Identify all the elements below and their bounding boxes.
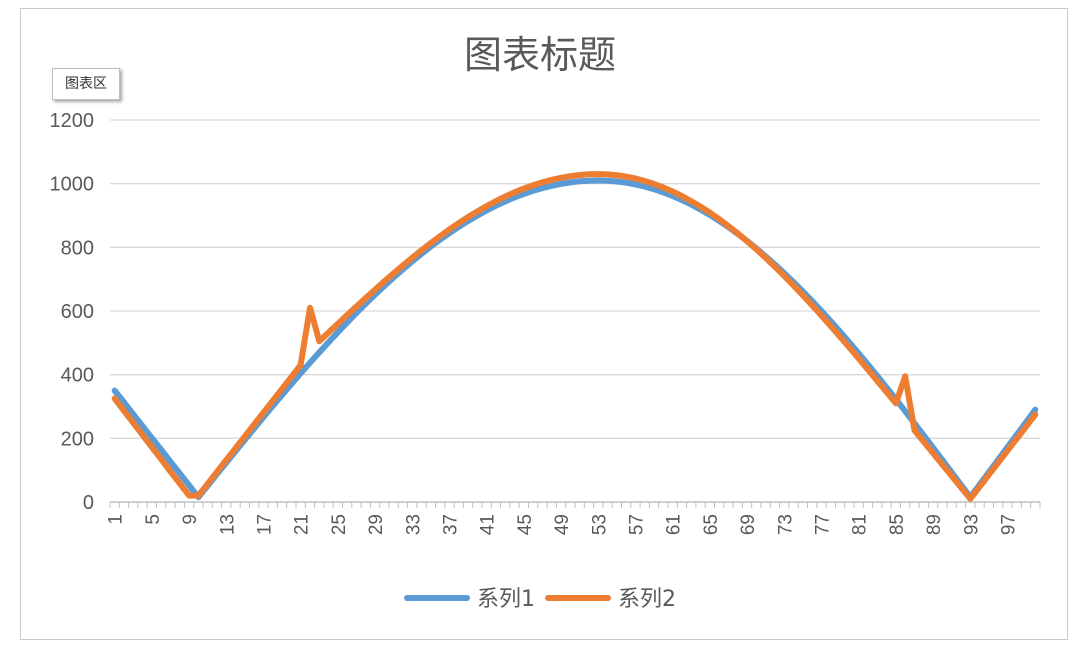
x-tick-label: 5: [143, 514, 164, 525]
chart-area-tooltip: 图表区: [52, 68, 120, 100]
chart-title[interactable]: 图表标题: [463, 33, 616, 77]
x-tick-label: 93: [961, 514, 982, 535]
x-tick-label: 29: [366, 514, 387, 535]
legend-label-2: 系列2: [618, 587, 676, 612]
x-tick-label: 45: [515, 514, 536, 535]
x-tick-label: 37: [440, 514, 461, 535]
x-tick-label: 57: [626, 514, 647, 535]
x-tick-label: 17: [254, 514, 275, 535]
y-tick-label: 400: [61, 365, 94, 387]
x-tick-label: 85: [887, 514, 908, 535]
y-tick-label: 0: [83, 492, 94, 514]
y-tick-label: 200: [61, 428, 94, 450]
x-tick-label: 69: [738, 514, 759, 535]
chart-area[interactable]: [20, 8, 1068, 640]
legend-label-1: 系列1: [477, 587, 535, 612]
x-tick-label: 73: [775, 514, 796, 535]
x-tick-label: 49: [552, 514, 573, 535]
x-tick-label: 1: [106, 514, 127, 525]
x-tick-label: 25: [329, 514, 350, 535]
x-tick-label: 77: [812, 514, 833, 535]
series-line-1: [111, 177, 1039, 501]
x-tick-label: 61: [664, 514, 685, 535]
x-tick-label: 65: [701, 514, 722, 535]
x-tick-label: 53: [589, 514, 610, 535]
y-tick-label: 1200: [50, 110, 95, 132]
x-tick-label: 21: [292, 514, 313, 535]
x-tick-label: 33: [403, 514, 424, 535]
x-tick-label: 89: [924, 514, 945, 535]
series-line-2: [111, 171, 1039, 502]
x-tick-label: 81: [850, 514, 871, 535]
x-tick-label: 9: [180, 514, 201, 525]
y-tick-label: 600: [61, 301, 94, 323]
y-tick-label: 800: [61, 237, 94, 259]
y-tick-label: 1000: [50, 174, 95, 196]
x-tick-label: 41: [478, 514, 499, 535]
x-tick-label: 97: [998, 514, 1019, 535]
x-tick-label: 13: [217, 514, 238, 535]
